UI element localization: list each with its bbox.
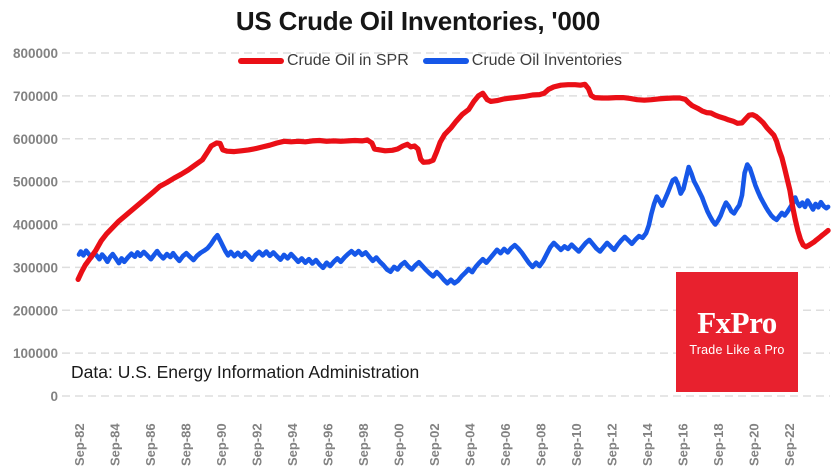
x-tick-label-Sep-92: Sep-92 [250,423,265,466]
x-tick-label-Sep-98: Sep-98 [356,423,371,466]
legend-item-spr: Crude Oil in SPR [237,52,409,70]
x-tick-label-Sep-94: Sep-94 [285,423,300,466]
x-tick-label-Sep-88: Sep-88 [179,423,194,466]
x-tick-label-Sep-82: Sep-82 [72,423,87,466]
x-tick-label-Sep-96: Sep-96 [321,423,336,466]
data-source-note: Data: U.S. Energy Information Administra… [71,362,420,382]
series-line-spr [75,81,831,282]
legend-item-inventories: Crude Oil Inventories [422,52,623,70]
chart-title: US Crude Oil Inventories, '000 [235,6,601,36]
y-tick-label-800000: 800000 [13,46,58,61]
y-tick-label-100000: 100000 [13,346,58,361]
x-tick-label-Sep-10: Sep-10 [569,423,584,466]
x-tick-label-Sep-08: Sep-08 [534,423,549,466]
inventories-line-swatch [422,58,469,64]
y-tick-label-600000: 600000 [13,132,58,147]
x-tick-label-Sep-16: Sep-16 [676,423,691,466]
fxpro-logo-tagline: Trade Like a Pro [689,343,785,357]
x-tick-label-Sep-90: Sep-90 [214,423,229,466]
series-line-inventories [76,162,831,286]
y-tick-label-0: 0 [50,389,58,404]
fxpro-logo-wordmark: FxPro [697,305,777,340]
x-tick-label-Sep-20: Sep-20 [747,423,762,466]
legend-label-spr: Crude Oil in SPR [286,52,409,69]
spr-line-swatch [237,58,284,64]
x-tick-label-Sep-00: Sep-00 [392,423,407,466]
legend-label-inventories: Crude Oil Inventories [471,52,623,69]
x-tick-label-Sep-86: Sep-86 [143,423,158,466]
x-tick-label-Sep-12: Sep-12 [605,423,620,466]
fxpro-logo: FxPro Trade Like a Pro [676,272,798,392]
x-tick-label-Sep-02: Sep-02 [427,423,442,466]
chart-legend: Crude Oil in SPR Crude Oil Inventories [0,52,836,70]
y-tick-label-500000: 500000 [13,175,58,190]
x-tick-label-Sep-14: Sep-14 [640,423,655,466]
x-tick-label-Sep-06: Sep-06 [498,423,513,466]
x-tick-label-Sep-84: Sep-84 [108,423,123,466]
y-tick-label-400000: 400000 [13,218,58,233]
y-tick-label-300000: 300000 [13,260,58,275]
x-tick-label-Sep-22: Sep-22 [782,423,797,466]
x-tick-label-Sep-04: Sep-04 [463,423,478,466]
x-tick-label-Sep-18: Sep-18 [711,423,726,466]
y-tick-label-200000: 200000 [13,303,58,318]
y-tick-label-700000: 700000 [13,89,58,104]
